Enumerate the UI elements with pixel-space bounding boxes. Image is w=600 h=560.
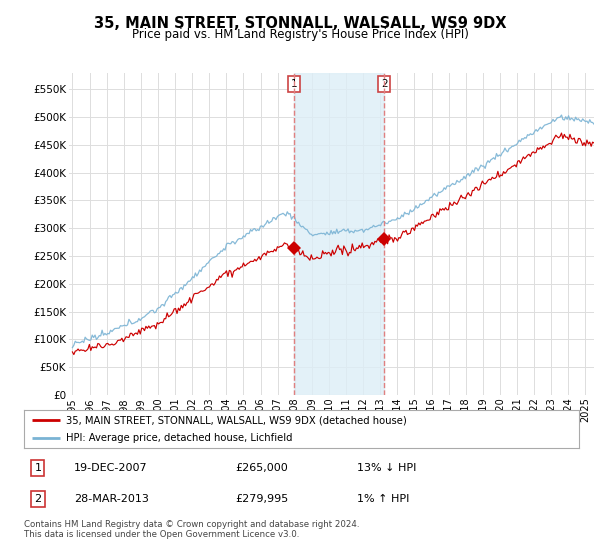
Text: 35, MAIN STREET, STONNALL, WALSALL, WS9 9DX (detached house): 35, MAIN STREET, STONNALL, WALSALL, WS9 … [65,415,406,425]
Text: 28-MAR-2013: 28-MAR-2013 [74,494,149,504]
Text: Price paid vs. HM Land Registry's House Price Index (HPI): Price paid vs. HM Land Registry's House … [131,28,469,41]
Text: 13% ↓ HPI: 13% ↓ HPI [357,463,416,473]
Text: 35, MAIN STREET, STONNALL, WALSALL, WS9 9DX: 35, MAIN STREET, STONNALL, WALSALL, WS9 … [94,16,506,31]
Text: 2: 2 [34,494,41,504]
Text: £279,995: £279,995 [235,494,288,504]
Text: 1% ↑ HPI: 1% ↑ HPI [357,494,409,504]
Text: HPI: Average price, detached house, Lichfield: HPI: Average price, detached house, Lich… [65,433,292,444]
Text: 2: 2 [381,79,388,89]
Bar [294,73,385,395]
Text: Contains HM Land Registry data © Crown copyright and database right 2024.
This d: Contains HM Land Registry data © Crown c… [24,520,359,539]
Text: 1: 1 [34,463,41,473]
Text: 1: 1 [291,79,298,89]
Text: 19-DEC-2007: 19-DEC-2007 [74,463,148,473]
Text: £265,000: £265,000 [235,463,287,473]
